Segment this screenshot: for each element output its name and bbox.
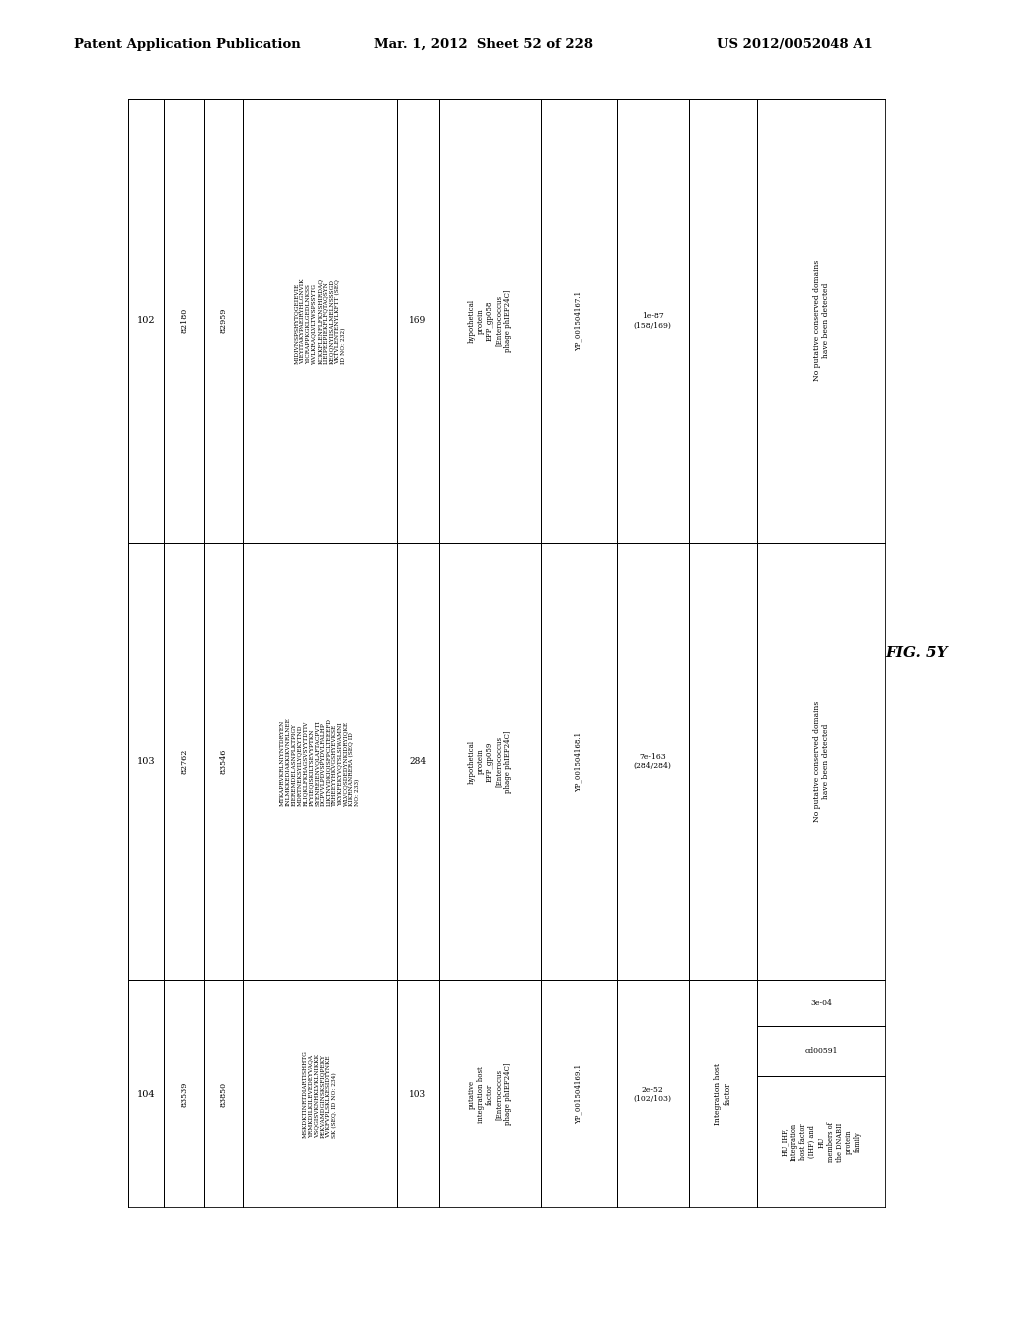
Text: US 2012/0052048 A1: US 2012/0052048 A1 — [717, 37, 872, 50]
Bar — [204, 981, 243, 1208]
Bar — [128, 543, 165, 981]
Text: cd00591: cd00591 — [805, 1047, 838, 1055]
Bar — [243, 99, 397, 543]
Text: 3e-04: 3e-04 — [810, 999, 833, 1007]
Bar — [757, 543, 886, 981]
Bar — [616, 981, 689, 1208]
Bar — [616, 99, 689, 543]
Bar — [128, 981, 165, 1208]
Bar — [689, 981, 757, 1208]
Text: MTKAPRVKRLNIYNTDRYEN
INLMKKEDIAKKIKVNRLNEE
EIEREMDELASNPLKTPIGY
MDRTNEKSYILYQEKY: MTKAPRVKRLNIYNTDRYEN INLMKKEDIAKKIKVNRLN… — [280, 717, 360, 807]
Text: 1e-87
(158/169): 1e-87 (158/169) — [634, 312, 672, 330]
Bar — [438, 981, 541, 1208]
Text: Mar. 1, 2012  Sheet 52 of 228: Mar. 1, 2012 Sheet 52 of 228 — [374, 37, 593, 50]
Bar — [243, 981, 397, 1208]
Bar — [438, 99, 541, 543]
Bar — [541, 543, 616, 981]
Text: MSKDKTINRTDIARTISHHTG
YRMKDILKILEVEDEYVAQA
VSQGISVKNHKLVKLNIKKK
PEKVAMDGINSKSFIQ: MSKDKTINRTDIARTISHHTG YRMKDILKILEVEDEYVA… — [303, 1051, 337, 1138]
Bar — [165, 543, 204, 981]
Text: putative
integration host
factor
[Enterococcus
phage phIEF24C]: putative integration host factor [Entero… — [467, 1063, 512, 1126]
Bar — [757, 1026, 886, 1076]
Bar — [541, 981, 616, 1208]
Text: 169: 169 — [410, 317, 426, 325]
Text: 103: 103 — [137, 756, 156, 766]
Text: No putative conserved domains
have been detected: No putative conserved domains have been … — [813, 260, 829, 381]
Bar — [165, 981, 204, 1208]
Bar — [689, 99, 757, 543]
Text: 104: 104 — [137, 1089, 156, 1098]
Text: No putative conserved domains
have been detected: No putative conserved domains have been … — [813, 701, 829, 822]
Text: 2e-52
(102/103): 2e-52 (102/103) — [634, 1085, 672, 1102]
Text: 83850: 83850 — [219, 1081, 227, 1106]
Bar — [165, 99, 204, 543]
Bar — [757, 981, 886, 1026]
Bar — [757, 99, 886, 543]
Text: 82959: 82959 — [219, 308, 227, 334]
Bar — [397, 99, 438, 543]
Bar — [689, 543, 757, 981]
Text: Patent Application Publication: Patent Application Publication — [74, 37, 300, 50]
Bar — [204, 543, 243, 981]
Bar — [757, 1076, 886, 1208]
Text: MIDIVNSPSHYTQGEIEVIE
VIEYITAKYPAEIRYHLGNVIK
YICRAPPKGKLGEDLNKSS
WVLKRAQLVLTWSPSS: MIDIVNSPSHYTQGEIEVIE VIEYITAKYPAEIRYHLGN… — [294, 277, 346, 364]
Text: YP_001504168.1: YP_001504168.1 — [574, 731, 583, 792]
Bar — [204, 99, 243, 543]
Text: hypothetical
protein
EFP_gp058
[Enterococcus
phage phIEF24C]: hypothetical protein EFP_gp058 [Enteroco… — [467, 289, 512, 352]
Text: 83546: 83546 — [219, 748, 227, 775]
Bar — [616, 543, 689, 981]
Text: 7e-163
(284/284): 7e-163 (284/284) — [634, 752, 672, 770]
Text: 82762: 82762 — [180, 748, 188, 775]
Text: FIG. 5Y: FIG. 5Y — [885, 647, 948, 660]
Text: Integration host
factor: Integration host factor — [715, 1063, 731, 1125]
Text: 83539: 83539 — [180, 1081, 188, 1107]
Text: YP_001504167.1: YP_001504167.1 — [574, 290, 583, 351]
Bar — [541, 99, 616, 543]
Bar — [128, 99, 165, 543]
Text: YP_001504169.1: YP_001504169.1 — [574, 1064, 583, 1125]
Bar — [243, 543, 397, 981]
Text: 82180: 82180 — [180, 308, 188, 334]
Bar — [438, 543, 541, 981]
Bar — [397, 543, 438, 981]
Text: 102: 102 — [137, 317, 156, 325]
Bar — [397, 981, 438, 1208]
Text: hypothetical
protein
EFP_gp059
[Enterococcus
phage phIEF24C]: hypothetical protein EFP_gp059 [Enteroco… — [467, 730, 512, 793]
Text: HU_IHF,
Integration
host factor
(IHF) and
HU
members of
the DNABII
protein
famil: HU_IHF, Integration host factor (IHF) an… — [780, 1122, 862, 1162]
Text: 284: 284 — [410, 756, 426, 766]
Text: 103: 103 — [410, 1089, 426, 1098]
